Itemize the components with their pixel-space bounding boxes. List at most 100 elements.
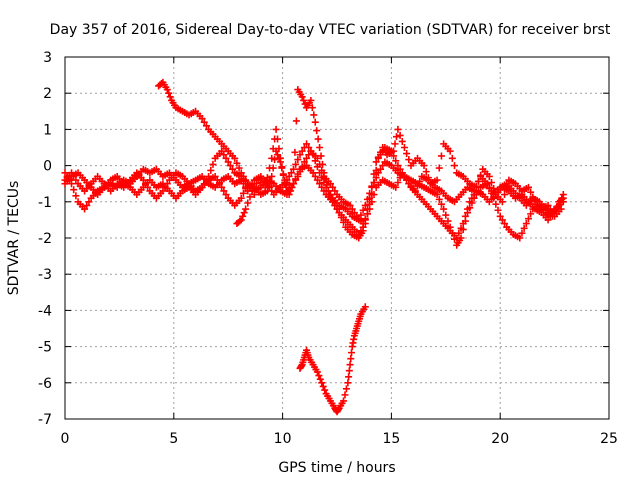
data-point (220, 151, 228, 159)
data-point (359, 227, 367, 235)
data-point (248, 187, 256, 195)
data-point (437, 200, 445, 208)
data-point (252, 180, 260, 188)
data-point (477, 171, 485, 179)
data-point (337, 213, 345, 221)
data-point (341, 391, 349, 399)
data-point (236, 217, 244, 225)
data-point (313, 176, 321, 184)
data-point (291, 148, 299, 156)
data-point (163, 180, 171, 188)
data-point (326, 180, 334, 188)
data-point (466, 198, 474, 206)
data-point (498, 216, 506, 224)
data-point (239, 172, 247, 180)
data-point (222, 154, 230, 162)
data-point (292, 175, 300, 183)
data-point (544, 216, 552, 224)
y-tick-label: -2 (38, 231, 52, 247)
y-tick-label: 3 (43, 50, 52, 66)
data-point (239, 189, 247, 197)
data-point (361, 303, 369, 311)
data-point (198, 115, 206, 123)
data-point (346, 201, 354, 209)
data-point (327, 194, 335, 202)
data-point (83, 201, 91, 209)
data-point (492, 200, 500, 208)
data-point (85, 198, 93, 206)
data-point (396, 174, 404, 182)
data-point (350, 209, 358, 217)
data-point (202, 122, 210, 130)
data-point (485, 183, 493, 191)
data-point (318, 379, 326, 387)
data-point (474, 177, 482, 185)
data-point (559, 198, 567, 206)
data-point (242, 205, 250, 213)
data-point (548, 209, 556, 217)
data-point (442, 211, 450, 219)
x-tick-label: 10 (274, 431, 292, 447)
data-point (455, 229, 463, 237)
data-point (516, 234, 524, 242)
data-point (366, 194, 374, 202)
data-point (464, 205, 472, 213)
data-point (279, 171, 287, 179)
data-point (379, 162, 387, 170)
data-point (372, 158, 380, 166)
data-point (318, 183, 326, 191)
data-point (314, 135, 322, 143)
data-point (316, 180, 324, 188)
data-point (444, 217, 452, 225)
data-point (558, 194, 566, 202)
data-point (433, 176, 441, 184)
data-point (329, 198, 337, 206)
data-point (501, 220, 509, 228)
data-point (215, 180, 223, 188)
data-point (446, 147, 454, 155)
data-point (448, 154, 456, 162)
data-point (159, 187, 167, 195)
chart-title: Day 357 of 2016, Sidereal Day-to-day VTE… (50, 22, 611, 38)
data-point (391, 140, 399, 148)
data-point (200, 180, 208, 188)
data-point (316, 144, 324, 151)
data-point (522, 220, 530, 228)
data-point (165, 89, 173, 97)
data-point (424, 174, 432, 182)
data-point (68, 169, 76, 177)
data-point (287, 187, 295, 195)
data-point (555, 201, 563, 209)
data-point (161, 183, 169, 191)
data-point (433, 191, 441, 199)
data-point (287, 169, 295, 177)
data-point (557, 205, 565, 213)
grid-lines (65, 57, 609, 419)
data-point (394, 178, 402, 186)
data-point (414, 182, 422, 190)
data-point (370, 178, 378, 186)
data-point (335, 209, 343, 217)
data-point (274, 135, 282, 143)
data-point (246, 193, 254, 201)
data-point (496, 212, 504, 220)
data-point (331, 201, 339, 209)
data-point (237, 194, 245, 202)
data-point (368, 191, 376, 199)
data-point (220, 187, 228, 195)
data-point (305, 151, 313, 159)
data-point (313, 368, 321, 376)
data-point (392, 183, 400, 191)
x-tick-label: 25 (600, 431, 618, 447)
data-point (359, 206, 367, 214)
data-point (315, 372, 323, 380)
data-point (142, 180, 150, 188)
data-point (323, 181, 331, 189)
data-point (305, 144, 313, 151)
data-point (276, 154, 284, 162)
data-point (435, 164, 443, 172)
y-tick-label: 0 (43, 159, 52, 175)
data-point (370, 170, 378, 178)
data-point (318, 160, 326, 168)
